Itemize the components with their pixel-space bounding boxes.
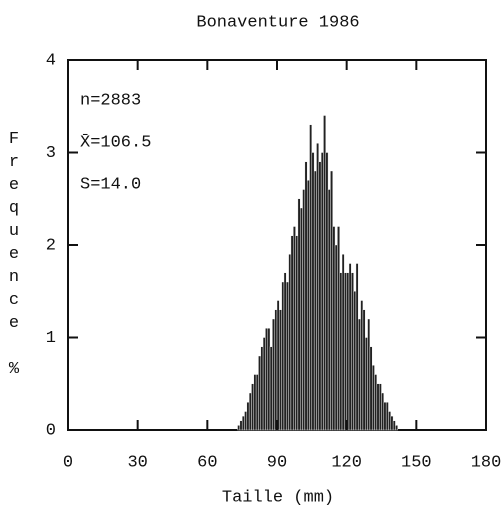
bar (381, 392, 385, 431)
bar (388, 411, 391, 431)
bar (339, 272, 343, 431)
bar (276, 300, 280, 431)
bar (237, 425, 241, 431)
bar (265, 328, 268, 431)
x-tick-label: 90 (267, 453, 287, 472)
bar (290, 235, 294, 431)
bar (248, 392, 252, 431)
x-tick-label: 150 (401, 453, 432, 472)
x-tick-label: 0 (63, 453, 73, 472)
x-tick-label: 60 (197, 453, 217, 472)
bar (253, 374, 257, 431)
chart-title: Bonaventure 1986 (196, 13, 359, 32)
bar (297, 198, 301, 431)
bar (323, 115, 326, 431)
bar (341, 254, 345, 431)
bar (367, 318, 371, 431)
bar (395, 425, 398, 431)
bar (300, 207, 303, 431)
bar (262, 337, 266, 431)
bar (267, 328, 271, 431)
annotation: X̄=106.5 (80, 133, 151, 152)
bar (241, 415, 245, 431)
x-tick-label: 120 (331, 453, 362, 472)
bar (383, 402, 387, 431)
y-tick-label: 2 (46, 236, 56, 255)
bar (255, 374, 259, 431)
bar (360, 300, 364, 431)
bar (320, 152, 324, 431)
bar (385, 402, 389, 431)
bar (269, 346, 273, 431)
bar (251, 383, 254, 431)
bar (374, 374, 378, 431)
bar (348, 263, 352, 431)
bar (390, 415, 394, 431)
bar (239, 420, 243, 431)
bar (258, 355, 261, 431)
bar (346, 272, 350, 431)
bar (293, 226, 296, 431)
bar (304, 161, 308, 431)
bar (351, 272, 354, 431)
y-axis-label: Frequence % (5, 130, 24, 383)
bar (246, 402, 250, 431)
bar (260, 346, 264, 431)
bar (311, 152, 315, 431)
bar (283, 272, 287, 431)
bar (355, 263, 359, 431)
bar (378, 383, 382, 431)
y-tick-label: 0 (46, 421, 56, 440)
bar (327, 189, 331, 431)
y-tick-label: 1 (46, 329, 56, 348)
bar (337, 226, 340, 431)
bar (279, 309, 282, 431)
bar (286, 281, 289, 431)
x-axis-label: Taille (mm) (222, 488, 334, 507)
bar (372, 365, 375, 431)
bar (334, 244, 338, 431)
bar (344, 272, 347, 431)
bar (318, 161, 322, 431)
bar (362, 309, 366, 431)
bar (325, 152, 329, 431)
bar (392, 420, 396, 431)
y-tick-label: 3 (46, 144, 56, 163)
bar (358, 318, 361, 431)
bar (369, 346, 373, 431)
bar (353, 291, 357, 431)
bar (376, 383, 380, 431)
x-tick-label: 30 (127, 453, 147, 472)
bar (309, 124, 313, 431)
annotation: S=14.0 (80, 175, 141, 194)
bar (274, 309, 278, 431)
bar (281, 281, 285, 431)
bar (306, 180, 310, 431)
bar (302, 189, 306, 431)
bar (295, 235, 299, 431)
x-tick-label: 180 (471, 453, 502, 472)
bar (365, 337, 368, 431)
bar (244, 411, 248, 431)
annotation: n=2883 (80, 91, 141, 110)
bar (316, 143, 320, 431)
bar (330, 170, 333, 431)
bar (288, 254, 292, 431)
y-tick-label: 4 (46, 51, 56, 70)
bar (332, 226, 336, 431)
bar (272, 318, 275, 431)
bar (313, 170, 317, 431)
